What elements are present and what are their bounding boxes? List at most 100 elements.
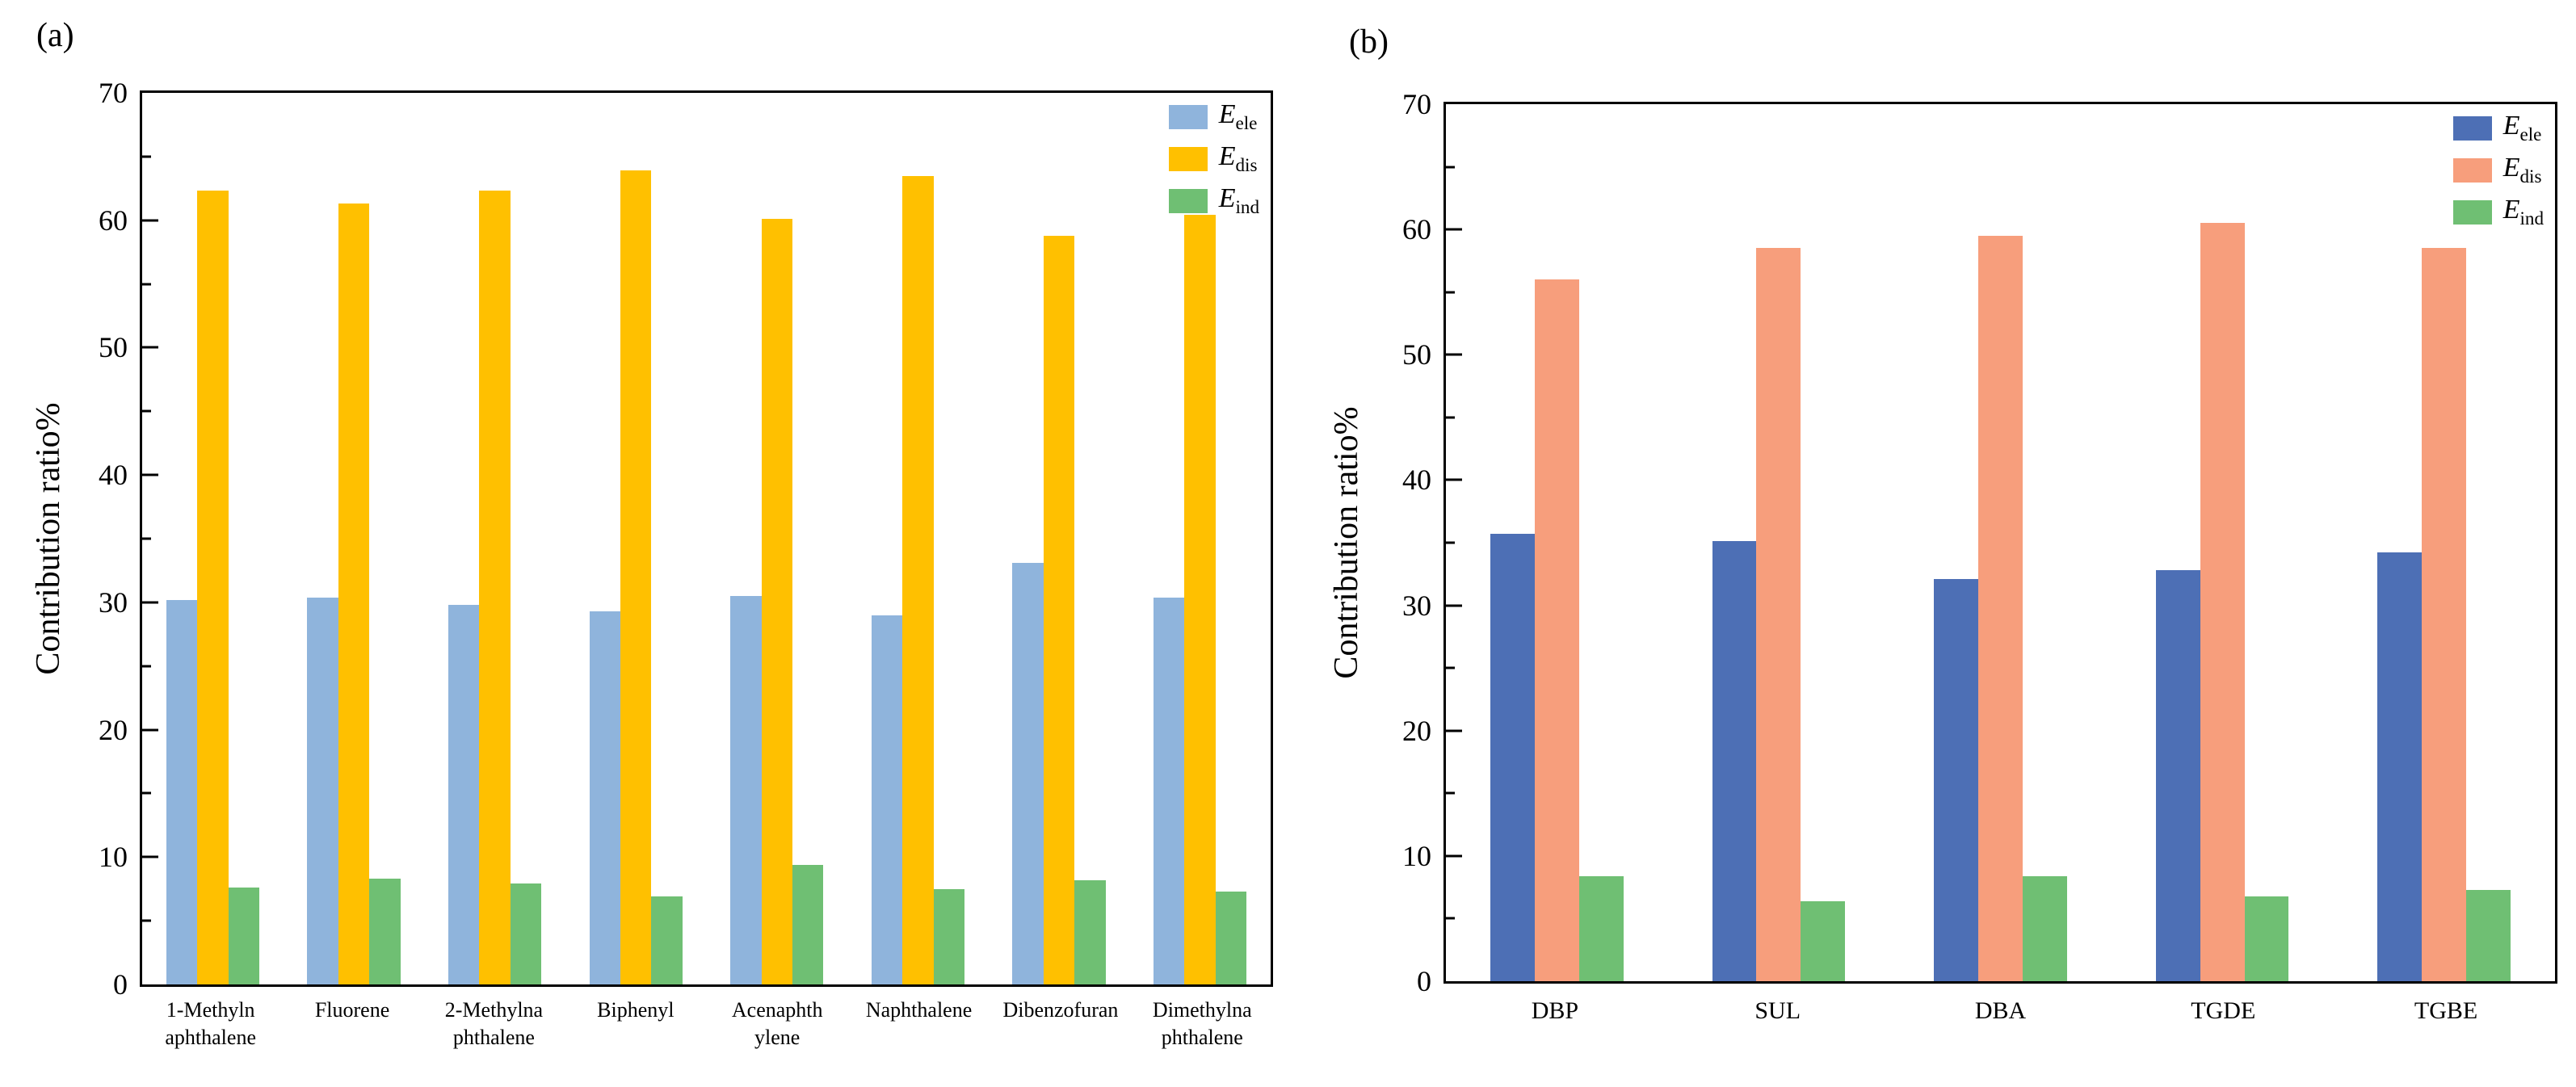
bar-E_dis <box>338 204 370 984</box>
bar-E_ind <box>228 888 259 984</box>
y-tick-label: 40 <box>99 459 128 492</box>
y-tick-minor <box>1446 917 1455 920</box>
bar-E_dis <box>479 191 511 984</box>
y-tick-major <box>1446 478 1462 481</box>
y-tick-label: 40 <box>1402 464 1431 497</box>
chart-panel-a: (a) Contribution ratio% 0 10 20 30 40 50 60 70 E… <box>30 17 1273 1051</box>
bar-group <box>1668 104 1890 981</box>
y-tick-major <box>142 219 158 222</box>
legend-entry-E_ind: Eind <box>2452 195 2544 229</box>
legend-swatch-E_ele <box>2452 115 2492 141</box>
y-tick-label: 30 <box>99 585 128 619</box>
x-category-label: Naphthalene <box>865 998 973 1022</box>
bar-E_ele <box>307 597 338 984</box>
y-tick-minor <box>1446 291 1455 294</box>
y-tick-label: 0 <box>113 968 128 1001</box>
y-tick-minor <box>142 665 151 668</box>
bar-group <box>424 93 565 984</box>
bar-E_ele <box>730 595 762 984</box>
bar-E_dis <box>761 219 793 984</box>
y-tick-label: 70 <box>99 77 128 109</box>
x-category-label: DBA <box>1974 997 2027 1024</box>
bar-E_ind <box>1074 879 1106 984</box>
bar-E_ele <box>1712 541 1757 981</box>
y-tick-major <box>142 855 158 858</box>
bar-group <box>284 93 425 984</box>
bar-E_dis <box>197 191 229 984</box>
x-category-label: 1-Methyln aphthalene <box>165 998 256 1049</box>
y-tick-minor <box>1446 416 1455 419</box>
x-category-labels: DBP SUL DBA TGDE TGBE <box>1443 995 2557 1026</box>
bars-container <box>142 93 1271 984</box>
legend-entry-E_ele: Eele <box>1168 101 1259 133</box>
y-tick-minor <box>1446 541 1455 544</box>
bar-group <box>847 93 989 984</box>
legend-label-E_ele: Eele <box>2502 111 2542 145</box>
bar-E_ind <box>1801 900 1846 981</box>
bar-group <box>1889 104 2112 981</box>
x-category-label: 2-Methylna phthalene <box>444 998 544 1049</box>
y-tick-label: 70 <box>1402 88 1431 120</box>
legend-swatch-E_ind <box>1168 188 1208 213</box>
legend-label-E_dis: Edis <box>2502 152 2542 187</box>
bar-group <box>2112 104 2334 981</box>
bar-E_dis <box>1978 235 2023 981</box>
bar-group <box>2333 104 2555 981</box>
legend-swatch-E_ind <box>2452 199 2492 225</box>
bar-E_ind <box>2244 896 2289 981</box>
bar-group <box>142 93 284 984</box>
legend-entry-E_dis: Edis <box>1168 142 1259 175</box>
y-tick-major <box>142 346 158 349</box>
plot-area: 0 10 20 30 40 50 60 70 Eele Edis Eind <box>1402 90 2557 996</box>
bar-E_dis <box>1184 215 1216 984</box>
bar-E_ind <box>510 883 542 984</box>
x-category-label: TGDE <box>2191 997 2256 1024</box>
y-tick-label: 30 <box>1402 589 1431 622</box>
y-tick-minor <box>142 791 151 795</box>
y-tick-label: 10 <box>99 841 128 874</box>
y-tick-label: 10 <box>1402 839 1431 872</box>
bar-E_ind <box>1215 891 1247 984</box>
bar-E_ele <box>2155 570 2200 981</box>
y-tick-label: 50 <box>99 331 128 364</box>
bar-E_ele <box>448 605 480 984</box>
y-tick-minor <box>1446 666 1455 669</box>
y-tick-label: 50 <box>1402 338 1431 371</box>
bar-group <box>707 93 848 984</box>
y-tick-label: 0 <box>1417 965 1431 997</box>
bar-group <box>1446 104 1668 981</box>
x-category-labels: 1-Methyln aphthalene Fluorene 2-Methylna pht… <box>140 997 1273 1051</box>
bar-E_ele <box>589 611 620 984</box>
bar-E_dis <box>620 170 652 984</box>
plot-area: 0 10 20 30 40 50 60 70 Eele Edis Eind <box>99 78 1273 999</box>
y-tick-major <box>1446 604 1462 607</box>
bar-E_dis <box>1043 235 1075 984</box>
y-tick-major <box>142 728 158 732</box>
bar-E_dis <box>1534 279 1579 981</box>
y-tick-major <box>1446 228 1462 231</box>
legend-entry-E_dis: Edis <box>2452 152 2544 187</box>
x-category-label: SUL <box>1754 997 1801 1024</box>
legend-entry-E_ind: Eind <box>1168 183 1259 218</box>
y-tick-label: 60 <box>1402 213 1431 246</box>
y-axis-title: Contribution ratio% <box>30 402 67 675</box>
panel-label-b: (b) <box>1349 23 1389 61</box>
x-category-label: TGBE <box>2414 997 2478 1024</box>
y-tick-minor <box>142 537 151 540</box>
bar-E_ele <box>871 615 903 984</box>
bar-E_ind <box>1578 875 1624 981</box>
bar-E_dis <box>2200 223 2245 981</box>
bar-E_ele <box>2377 552 2423 981</box>
bar-E_ele <box>1012 562 1044 984</box>
legend: Eele Edis Eind <box>1168 101 1259 218</box>
bar-E_dis <box>1756 248 1801 981</box>
x-category-label: Dibenzofuran <box>1002 998 1119 1022</box>
x-category-label: Acenaphth ylene <box>731 998 823 1049</box>
x-category-label: Biphenyl <box>597 998 674 1022</box>
legend-swatch-E_ele <box>1168 104 1208 129</box>
x-category-label: DBP <box>1531 997 1579 1024</box>
legend-swatch-E_dis <box>1168 146 1208 171</box>
y-tick-minor <box>142 919 151 922</box>
legend-label-E_ind: Eind <box>1218 183 1259 218</box>
